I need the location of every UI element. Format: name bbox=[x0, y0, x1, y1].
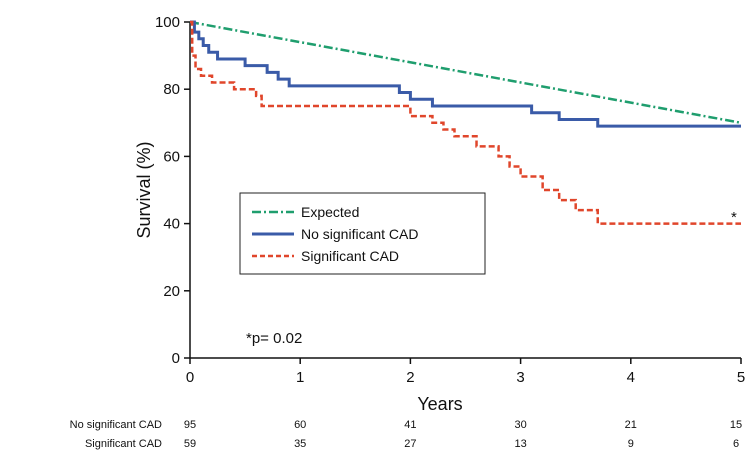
risk-cell: 30 bbox=[514, 419, 526, 431]
risk-cell: 60 bbox=[294, 419, 306, 431]
y-tick-label: 100 bbox=[155, 14, 180, 31]
risk-cell: 13 bbox=[514, 438, 526, 450]
risk-cell: 6 bbox=[733, 438, 739, 450]
y-tick-label: 40 bbox=[163, 216, 180, 233]
legend-box bbox=[239, 192, 486, 275]
risk-cell: 9 bbox=[628, 438, 634, 450]
legend-label-no-cad: No significant CAD bbox=[301, 226, 419, 242]
x-tick-label: 0 bbox=[186, 369, 194, 386]
risk-table: No significant CAD 95 60 41 30 21 15 Significan… bbox=[70, 419, 742, 450]
series-line-expected bbox=[189, 20, 742, 125]
legend-label-cad: Significant CAD bbox=[301, 248, 399, 264]
series-line-no-significant-cad bbox=[190, 20, 741, 128]
risk-cell: 35 bbox=[294, 438, 306, 450]
x-tick-label: 5 bbox=[737, 369, 745, 386]
risk-cell: 27 bbox=[404, 438, 416, 450]
x-tick-label: 2 bbox=[406, 369, 414, 386]
series-line-significant-cad bbox=[190, 20, 741, 225]
ticks-group: 0 1 2 3 4 5 0 20 40 60 80 100 bbox=[155, 14, 745, 386]
y-tick-label: 20 bbox=[163, 283, 180, 300]
series-group bbox=[189, 20, 742, 225]
y-axis-label: Survival (%) bbox=[134, 141, 154, 238]
y-tick-label: 80 bbox=[163, 81, 180, 98]
legend-label-expected: Expected bbox=[301, 204, 359, 220]
legend: Expected No significant CAD Significant … bbox=[239, 192, 486, 275]
significance-star: * bbox=[731, 209, 737, 226]
risk-cell: 41 bbox=[404, 419, 416, 431]
x-tick-label: 4 bbox=[627, 369, 635, 386]
x-tick-label: 3 bbox=[516, 369, 524, 386]
risk-cell: 95 bbox=[184, 419, 196, 431]
y-tick-label: 60 bbox=[163, 148, 180, 165]
x-axis-label: Years bbox=[417, 394, 462, 414]
risk-row-label: No significant CAD bbox=[70, 419, 162, 431]
risk-row-label: Significant CAD bbox=[85, 438, 162, 450]
x-tick-label: 1 bbox=[296, 369, 304, 386]
y-tick-label: 0 bbox=[172, 350, 180, 367]
p-value-annotation: *p= 0.02 bbox=[246, 330, 302, 347]
risk-cell: 21 bbox=[625, 419, 637, 431]
risk-cell: 59 bbox=[184, 438, 196, 450]
risk-cell: 15 bbox=[730, 419, 742, 431]
